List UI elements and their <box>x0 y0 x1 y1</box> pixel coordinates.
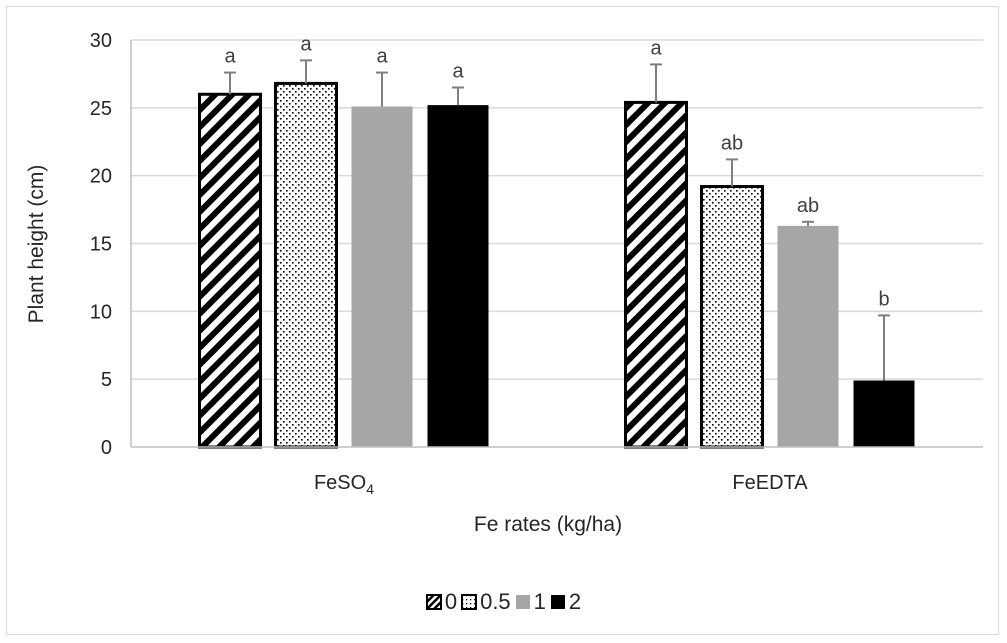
bars <box>198 81 915 449</box>
bar <box>700 185 764 449</box>
legend-swatch <box>515 595 530 610</box>
significance-label: a <box>224 46 236 68</box>
x-category-label: FeSO4 <box>314 472 374 497</box>
significance-label: a <box>376 46 388 68</box>
y-axis-title: Plant height (cm) <box>25 165 48 324</box>
bar <box>427 105 489 448</box>
y-tick-label: 20 <box>90 166 112 188</box>
y-tick-label: 10 <box>90 301 112 323</box>
legend-item: 0 <box>425 589 458 615</box>
significance-label: b <box>878 288 889 310</box>
legend: 0 0.5 1 2 <box>0 588 1007 615</box>
legend-swatch <box>425 594 442 611</box>
legend-item: 2 <box>550 589 581 615</box>
y-tick-label: 0 <box>101 437 112 459</box>
gridlines <box>131 39 983 380</box>
error-bars <box>224 59 890 381</box>
significance-label: ab <box>797 195 819 217</box>
significance-labels: a a a a a ab ab b <box>224 33 889 310</box>
bar <box>777 225 839 447</box>
legend-label: 2 <box>568 589 582 615</box>
legend-item: 1 <box>515 589 546 615</box>
y-tick-label: 30 <box>90 30 112 52</box>
significance-label: a <box>650 37 662 59</box>
legend-label: 1 <box>533 589 546 615</box>
y-tick-label: 5 <box>101 369 112 391</box>
legend-item: 0.5 <box>461 589 511 615</box>
y-tick-label: 15 <box>90 234 112 256</box>
significance-label: a <box>300 33 312 55</box>
bar <box>624 100 688 449</box>
significance-label: a <box>452 60 464 82</box>
legend-swatch <box>461 594 478 611</box>
significance-label: ab <box>721 132 743 154</box>
x-category-label: FeEDTA <box>732 472 808 494</box>
y-tick-label: 25 <box>90 98 112 120</box>
legend-label: 0.5 <box>480 589 511 615</box>
bar <box>274 81 338 449</box>
legend-label: 0 <box>444 589 458 615</box>
x-axis-title: Fe rates (kg/ha) <box>474 513 622 536</box>
axes: 0 5 10 15 20 25 30 FeSO4 FeEDTA <box>90 30 983 497</box>
bar <box>198 92 262 449</box>
legend-swatch <box>550 595 565 610</box>
bar <box>853 380 915 447</box>
bar <box>351 106 413 447</box>
